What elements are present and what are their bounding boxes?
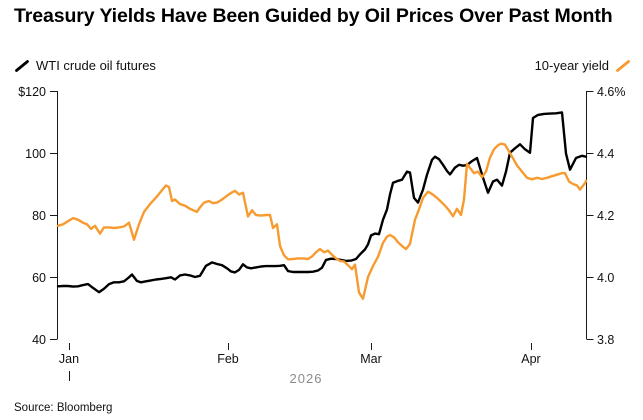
legend-wti: WTI crude oil futures <box>15 58 156 73</box>
right-axis-tick-label: 4.0 <box>597 271 614 285</box>
month-tick-label: Apr <box>521 352 540 366</box>
source-attribution: Source: Bloomberg <box>14 402 113 414</box>
month-tick-label: Feb <box>217 352 239 366</box>
wti-line-swatch-icon <box>15 59 29 72</box>
month-tick-label: Mar <box>360 352 382 366</box>
right-axis-tick-label: 4.4 <box>597 147 614 161</box>
yield-series-line <box>56 142 588 300</box>
legend-yield: 10-year yield <box>535 58 630 73</box>
right-axis-tick-label: 4.2 <box>597 209 614 223</box>
left-axis-tick-label: 100 <box>25 147 46 161</box>
left-axis-tick-label: 60 <box>32 271 46 285</box>
page-title: Treasury Yields Have Been Guided by Oil … <box>14 5 613 27</box>
left-axis-tick-label: 80 <box>32 209 46 223</box>
wti-series-line <box>56 111 588 294</box>
yield-line-swatch-icon <box>616 59 630 72</box>
legend-wti-label: WTI crude oil futures <box>36 58 156 73</box>
right-axis-tick-label: 3.8 <box>597 333 614 347</box>
right-axis-tick-label: 4.6% <box>597 85 626 99</box>
legend-yield-label: 10-year yield <box>534 58 609 73</box>
left-axis-tick-label: $120 <box>18 85 46 99</box>
left-axis-tick-label: 40 <box>32 333 46 347</box>
month-tick-label: Jan <box>59 352 79 366</box>
year-label: 2026 <box>290 371 323 386</box>
